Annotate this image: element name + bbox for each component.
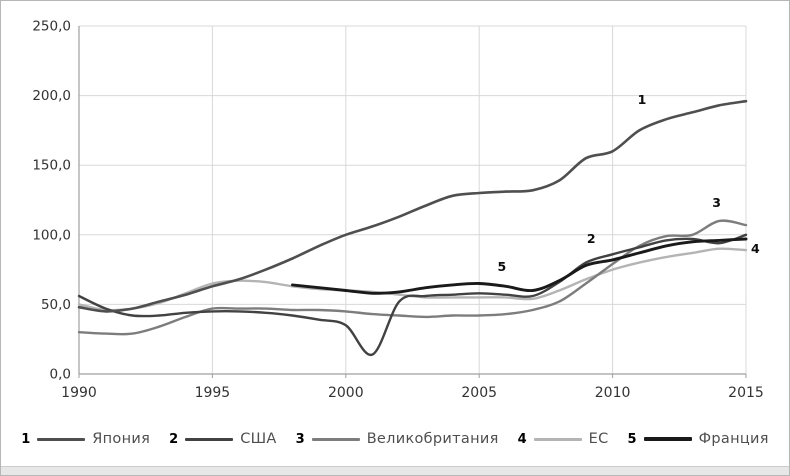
legend-swatch-eu [533, 437, 582, 441]
legend-item-usa: 2 США [169, 431, 277, 447]
svg-text:2005: 2005 [461, 385, 497, 401]
legend-num-usa: 2 [169, 431, 179, 447]
legend-item-japan: 1 Япония [21, 431, 150, 447]
legend-swatch-uk [311, 437, 360, 441]
svg-text:2015: 2015 [728, 385, 764, 401]
legend-label-france: Франция [698, 431, 769, 447]
footer-strip [1, 466, 789, 475]
legend-swatch-france [643, 437, 692, 441]
legend-swatch-japan [37, 437, 86, 441]
legend-num-uk: 3 [295, 431, 305, 447]
legend-item-eu: 4 ЕС [518, 431, 609, 447]
svg-text:1: 1 [638, 92, 647, 107]
legend-item-france: 5 Франция [628, 431, 769, 447]
svg-text:5: 5 [498, 259, 507, 274]
svg-text:100,0: 100,0 [32, 227, 71, 243]
svg-text:50,0: 50,0 [41, 297, 71, 313]
chart-legend: 1 Япония 2 США 3 Великобритания 4 ЕС 5 Ф… [1, 431, 789, 447]
svg-text:250,0: 250,0 [32, 19, 71, 35]
svg-text:150,0: 150,0 [32, 158, 71, 174]
svg-text:2010: 2010 [595, 385, 631, 401]
legend-num-japan: 1 [21, 431, 31, 447]
legend-label-eu: ЕС [588, 431, 609, 447]
svg-text:1990: 1990 [61, 385, 97, 401]
legend-label-japan: Япония [92, 431, 151, 447]
legend-num-eu: 4 [517, 431, 527, 447]
svg-text:1995: 1995 [195, 385, 231, 401]
svg-text:2000: 2000 [328, 385, 364, 401]
svg-text:0,0: 0,0 [50, 367, 71, 383]
svg-text:3: 3 [712, 195, 721, 210]
svg-text:2: 2 [587, 231, 596, 246]
legend-swatch-usa [185, 437, 234, 441]
legend-num-france: 5 [627, 431, 637, 447]
svg-text:200,0: 200,0 [32, 88, 71, 104]
legend-label-uk: Великобритания [366, 431, 499, 447]
svg-text:4: 4 [751, 241, 760, 256]
legend-item-uk: 3 Великобритания [296, 431, 499, 447]
line-chart-canvas: 0,0 50,0 100,0 150,0 200,0 250,0 1990 1995 2000 2… [32, 19, 764, 402]
legend-label-usa: США [240, 431, 277, 447]
